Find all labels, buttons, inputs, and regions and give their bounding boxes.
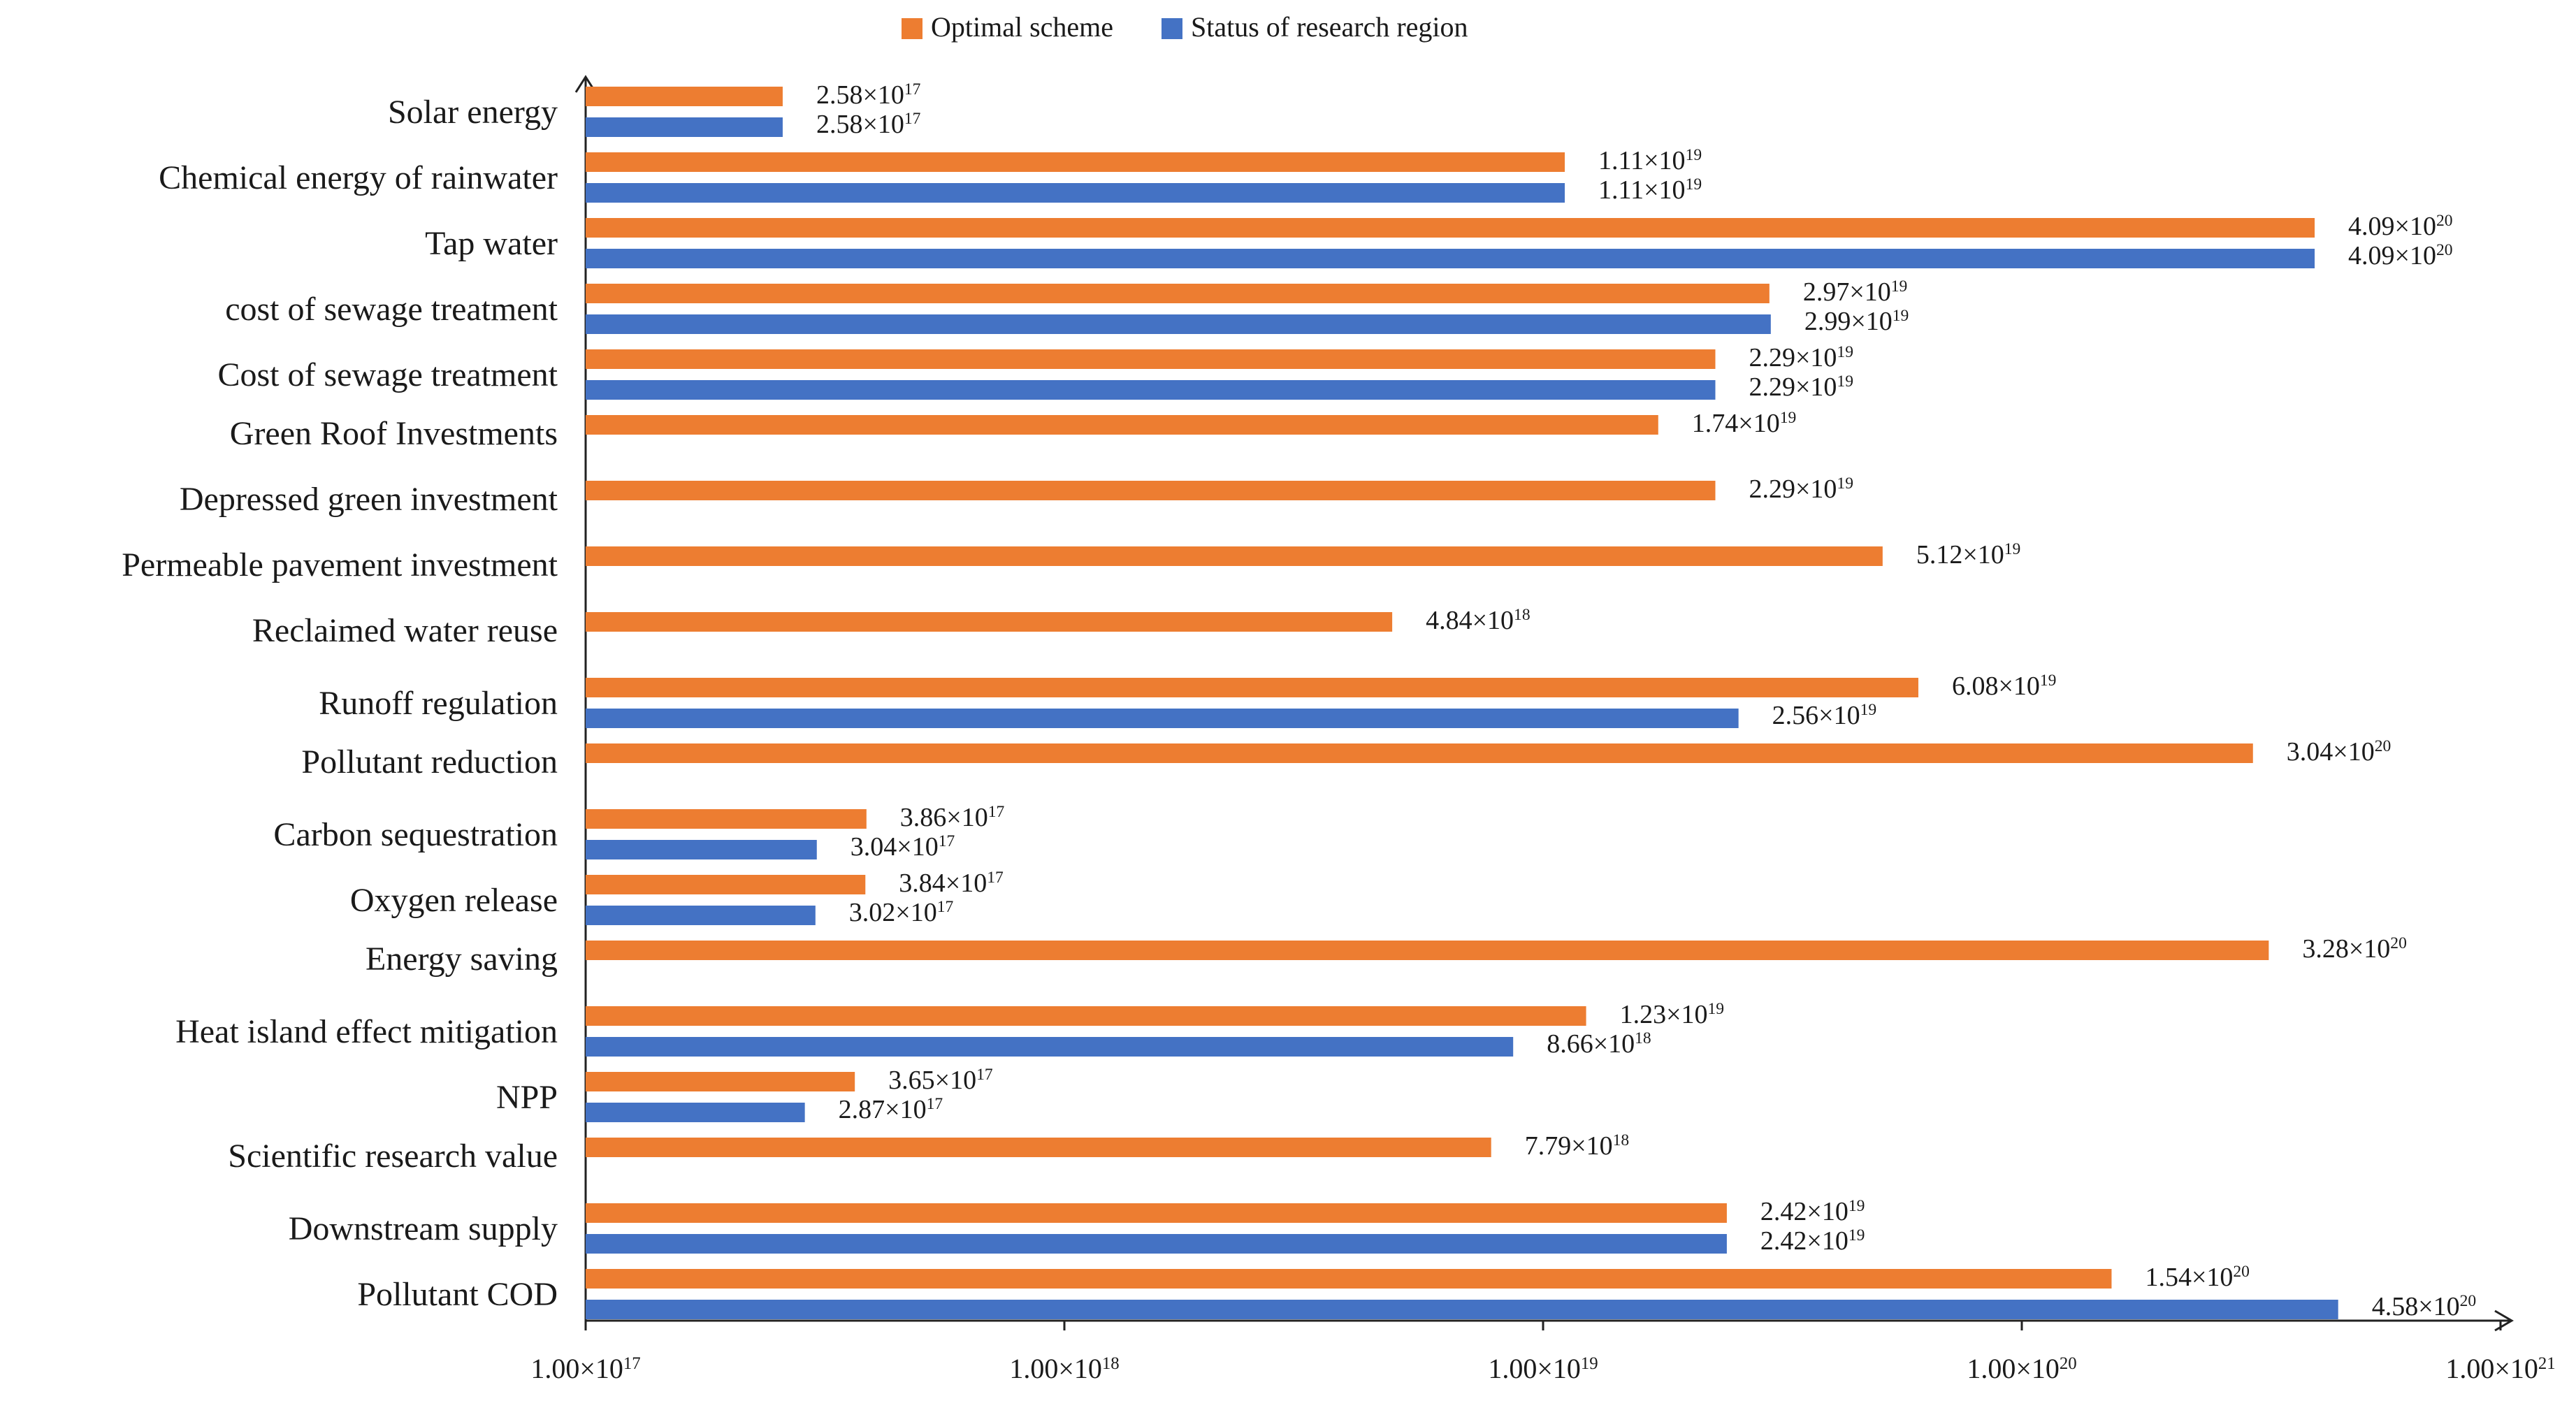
data-label-optimal-9: 6.08×1019 <box>1952 672 2056 701</box>
data-label-optimal-11: 3.86×1017 <box>900 803 1005 832</box>
data-label-optimal-2: 4.09×1020 <box>2348 212 2452 241</box>
x-tick-label-0: 1.00×1017 <box>530 1353 640 1384</box>
category-label-7: Permeable pavement investment <box>122 546 558 583</box>
bar-optimal-11 <box>586 809 867 829</box>
category-label-16: Scientific research value <box>228 1138 558 1175</box>
bar-status-4 <box>586 380 1716 400</box>
category-label-18: Pollutant COD <box>357 1276 558 1313</box>
category-label-2: Tap water <box>425 225 558 262</box>
data-label-status-12: 3.02×1017 <box>849 898 954 927</box>
data-label-optimal-7: 5.12×1019 <box>1916 540 2020 569</box>
bar-optimal-18 <box>586 1269 2112 1289</box>
data-label-optimal-4: 2.29×1019 <box>1749 343 1853 372</box>
category-label-11: Carbon sequestration <box>273 816 558 853</box>
bar-status-18 <box>586 1300 2338 1319</box>
category-label-4: Cost of sewage treatment <box>217 356 558 393</box>
category-label-6: Depressed green investment <box>180 481 558 518</box>
data-label-status-2: 4.09×1020 <box>2348 241 2452 270</box>
data-label-optimal-12: 3.84×1017 <box>899 869 1004 898</box>
x-tick-label-1: 1.00×1018 <box>1009 1353 1119 1384</box>
x-tick-label-2: 1.00×1019 <box>1488 1353 1598 1384</box>
bar-status-17 <box>586 1234 1727 1254</box>
bar-optimal-14 <box>586 1006 1586 1026</box>
data-label-optimal-16: 7.79×1018 <box>1525 1131 1629 1161</box>
data-label-optimal-6: 2.29×1019 <box>1749 474 1853 504</box>
bar-optimal-0 <box>586 87 783 106</box>
bar-optimal-3 <box>586 284 1770 303</box>
category-label-5: Green Roof Investments <box>230 415 558 452</box>
bar-status-0 <box>586 117 783 137</box>
bar-optimal-7 <box>586 546 1883 566</box>
legend-swatch-0 <box>902 18 922 39</box>
category-label-9: Runoff regulation <box>319 685 558 722</box>
bar-optimal-15 <box>586 1072 855 1091</box>
data-label-optimal-1: 1.11×1019 <box>1598 146 1702 175</box>
category-label-3: cost of sewage treatment <box>225 291 558 328</box>
data-label-status-14: 8.66×1018 <box>1547 1029 1651 1059</box>
category-label-12: Oxygen release <box>350 882 558 919</box>
bar-optimal-16 <box>586 1138 1491 1157</box>
data-label-status-18: 4.58×1020 <box>2372 1292 2476 1321</box>
category-label-15: NPP <box>496 1079 558 1116</box>
data-label-optimal-18: 1.54×1020 <box>2145 1263 2249 1292</box>
bar-status-11 <box>586 840 817 859</box>
bar-optimal-6 <box>586 481 1716 500</box>
category-label-0: Solar energy <box>388 94 558 131</box>
category-label-8: Reclaimed water reuse <box>252 612 558 649</box>
bar-status-15 <box>586 1103 805 1122</box>
bar-status-14 <box>586 1037 1514 1057</box>
data-label-status-9: 2.56×1019 <box>1772 701 1876 730</box>
bar-status-9 <box>586 709 1739 728</box>
legend-label-1: Status of research region <box>1191 11 1468 43</box>
data-label-optimal-13: 3.28×1020 <box>2302 934 2406 964</box>
category-label-14: Heat island effect mitigation <box>175 1013 558 1050</box>
data-label-optimal-0: 2.58×1017 <box>816 80 921 110</box>
bar-status-1 <box>586 183 1565 203</box>
bar-optimal-5 <box>586 415 1658 435</box>
data-label-status-15: 2.87×1017 <box>839 1095 943 1124</box>
data-label-status-4: 2.29×1019 <box>1749 372 1853 402</box>
data-label-status-11: 3.04×1017 <box>851 832 955 862</box>
bar-optimal-1 <box>586 152 1565 172</box>
category-label-10: Pollutant reduction <box>301 743 558 781</box>
bar-optimal-13 <box>586 941 2269 960</box>
data-label-optimal-17: 2.42×1019 <box>1760 1197 1865 1226</box>
category-label-17: Downstream supply <box>289 1210 558 1247</box>
data-label-optimal-15: 3.65×1017 <box>888 1066 993 1095</box>
data-label-status-17: 2.42×1019 <box>1760 1226 1865 1256</box>
data-label-optimal-14: 1.23×1019 <box>1620 1000 1724 1029</box>
data-label-status-3: 2.99×1019 <box>1804 307 1909 336</box>
bar-optimal-4 <box>586 349 1716 369</box>
bar-optimal-2 <box>586 218 2315 238</box>
bar-optimal-10 <box>586 743 2253 763</box>
category-label-13: Energy saving <box>366 941 558 978</box>
data-label-status-1: 1.11×1019 <box>1598 175 1702 205</box>
legend-label-0: Optimal scheme <box>931 11 1113 43</box>
bar-optimal-8 <box>586 612 1393 632</box>
data-label-optimal-10: 3.04×1020 <box>2287 737 2391 767</box>
x-tick-label-4: 1.00×1021 <box>2445 1353 2555 1384</box>
data-label-optimal-3: 2.97×1019 <box>1803 277 1907 307</box>
category-label-1: Chemical energy of rainwater <box>159 159 558 196</box>
data-label-status-0: 2.58×1017 <box>816 110 921 139</box>
bar-status-2 <box>586 249 2315 268</box>
bar-optimal-12 <box>586 875 866 894</box>
x-tick-label-3: 1.00×1020 <box>1967 1353 2076 1384</box>
bar-optimal-17 <box>586 1203 1727 1223</box>
data-label-optimal-5: 1.74×1019 <box>1692 409 1796 438</box>
data-label-optimal-8: 4.84×1018 <box>1426 606 1530 635</box>
bar-status-3 <box>586 314 1771 334</box>
legend-swatch-1 <box>1162 18 1182 39</box>
bar-optimal-9 <box>586 678 1918 697</box>
bar-status-12 <box>586 906 816 925</box>
